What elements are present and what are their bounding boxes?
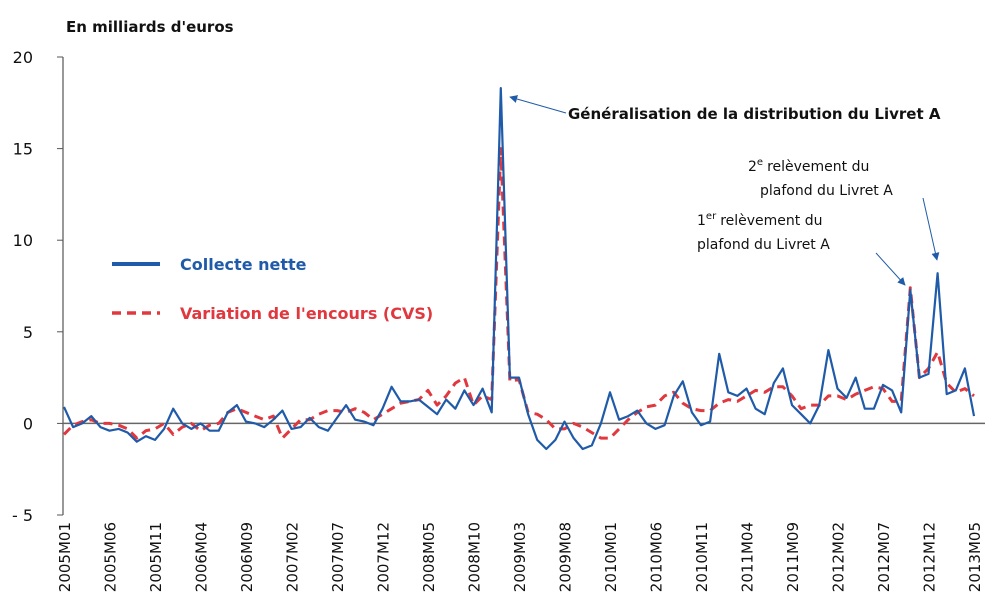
- legend-label: Collecte nette: [180, 255, 307, 274]
- x-tick-label: 2011M04: [739, 522, 757, 592]
- x-tick-label: 2007M07: [329, 522, 347, 592]
- annotation-number: 1: [697, 213, 706, 229]
- x-tick-label: 2012M02: [830, 522, 848, 592]
- arrow: [509, 95, 567, 114]
- x-tick-label: 2013M05: [966, 522, 984, 592]
- y-tick-label: 20: [13, 48, 33, 67]
- x-tick-label: 2005M01: [56, 522, 74, 592]
- y-tick-label: 5: [23, 323, 33, 342]
- x-tick-label: 2006M04: [193, 522, 211, 592]
- x-tick-label: 2010M06: [648, 522, 666, 592]
- x-tick-label: 2010M01: [602, 522, 620, 592]
- annotation-number: 2: [748, 159, 757, 175]
- x-tick-label: 2009M08: [557, 522, 575, 592]
- annotation: plafond du Livret A: [697, 237, 830, 253]
- annotation-text: relèvement du: [720, 213, 822, 229]
- annotation-superscript: er: [706, 211, 717, 222]
- y-tick-label: 15: [13, 140, 33, 159]
- x-tick-label: 2012M12: [921, 522, 939, 592]
- legend-label: Variation de l'encours (CVS): [180, 304, 433, 323]
- annotation: 2e relèvement du: [748, 157, 869, 175]
- annotation-superscript: e: [757, 157, 763, 168]
- y-axis-title: En milliards d'euros: [66, 18, 234, 36]
- annotation: plafond du Livret A: [760, 183, 893, 199]
- y-tick-label: 0: [23, 414, 33, 433]
- x-tick-label: 2008M05: [420, 522, 438, 592]
- annotation: 1er relèvement du: [697, 211, 822, 229]
- annotation: Généralisation de la distribution du Liv…: [568, 105, 941, 123]
- x-tick-label: 2007M02: [284, 522, 302, 592]
- x-tick-label: 2010M11: [693, 522, 711, 592]
- x-tick-label: 2006M09: [238, 522, 256, 592]
- arrow: [875, 252, 906, 286]
- x-tick-label: 2011M09: [784, 522, 802, 592]
- series-line: [62, 87, 976, 451]
- x-tick-label: 2009M03: [511, 522, 529, 592]
- x-tick-label: 2012M07: [875, 522, 893, 592]
- x-tick-label: 2008M10: [466, 522, 484, 592]
- y-tick-label: 10: [13, 231, 33, 250]
- x-tick-label: 2005M11: [147, 522, 165, 592]
- arrow: [922, 197, 940, 261]
- x-tick-label: 2007M12: [375, 522, 393, 592]
- annotation-text: relèvement du: [767, 159, 869, 175]
- y-tick-label: - 5: [12, 506, 33, 525]
- x-tick-label: 2005M06: [102, 522, 120, 592]
